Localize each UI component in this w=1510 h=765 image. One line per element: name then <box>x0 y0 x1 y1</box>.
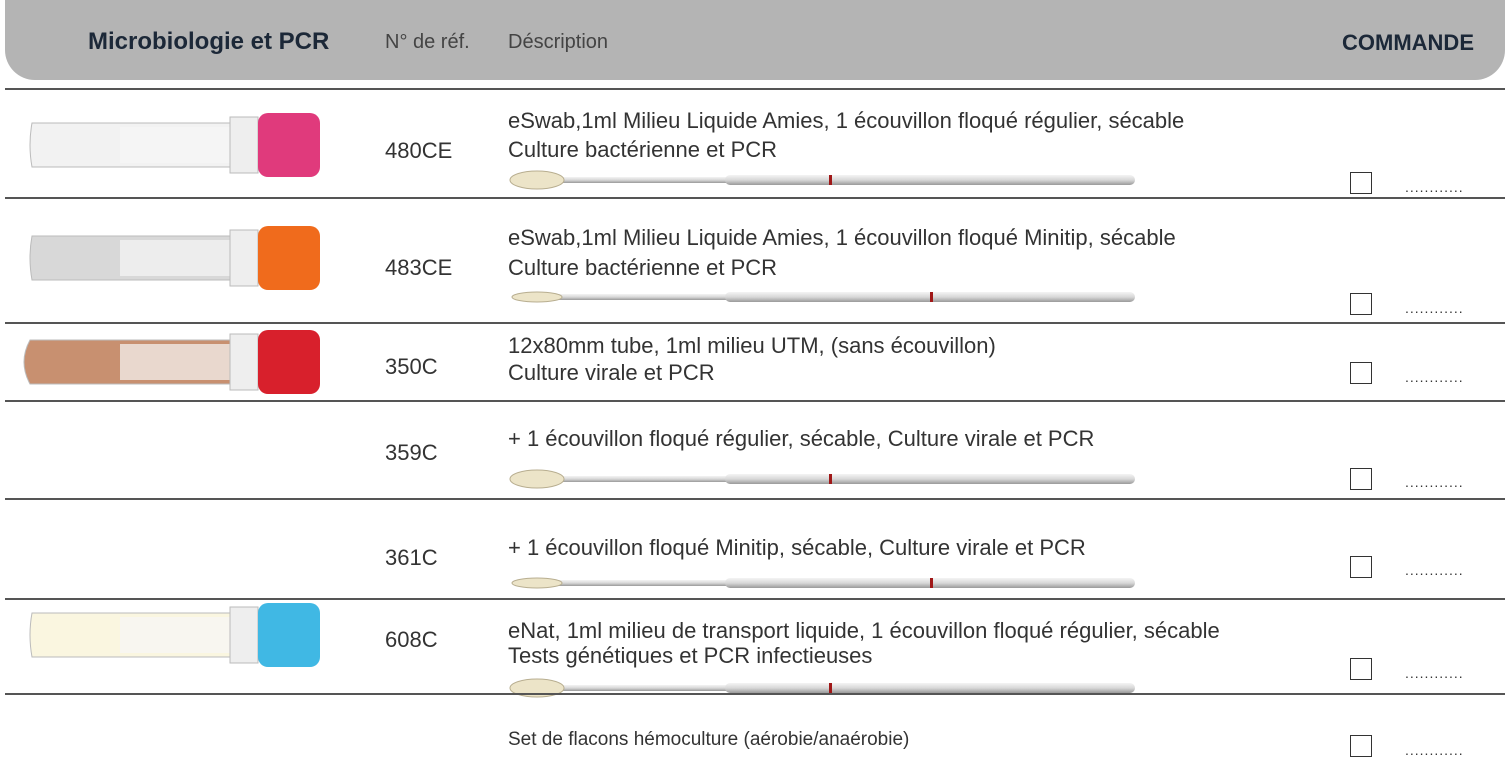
order-checkbox[interactable] <box>1350 468 1372 490</box>
order-checkbox[interactable] <box>1350 735 1372 757</box>
header-bar <box>5 0 1505 80</box>
row-separator <box>5 88 1505 90</box>
quantity-field[interactable]: ............ <box>1405 742 1464 758</box>
ref-header: N° de réf. <box>385 31 470 53</box>
quantity-field[interactable]: ............ <box>1405 179 1464 195</box>
tube-image <box>29 226 320 290</box>
ref-number: 361C <box>385 545 438 570</box>
description-line: + 1 écouvillon floqué Minitip, sécable, … <box>508 535 1086 560</box>
tube-image <box>29 113 320 177</box>
quantity-field[interactable]: ............ <box>1405 474 1464 490</box>
order-checkbox[interactable] <box>1350 556 1372 578</box>
description-header: Déscription <box>508 31 609 53</box>
description-line: eSwab,1ml Milieu Liquide Amies, 1 écouvi… <box>508 225 1176 250</box>
description-line: Culture bactérienne et PCR <box>508 137 778 162</box>
row-separator <box>5 400 1505 402</box>
quantity-field[interactable]: ............ <box>1405 665 1464 681</box>
description-line: Culture bactérienne et PCR <box>508 255 778 280</box>
order-header: COMMANDE <box>1342 30 1474 55</box>
order-checkbox[interactable] <box>1350 293 1372 315</box>
ref-number: 483CE <box>385 255 453 280</box>
ref-number: 608C <box>385 627 438 652</box>
swab-image <box>511 291 1135 303</box>
description-line: Culture virale et PCR <box>508 360 715 385</box>
order-checkbox[interactable] <box>1350 658 1372 680</box>
quantity-field[interactable]: ............ <box>1405 369 1464 385</box>
row-separator <box>5 322 1505 324</box>
swab-image <box>509 678 1135 698</box>
row-separator <box>5 598 1505 600</box>
description-line: Tests génétiques et PCR infectieuses <box>508 643 873 668</box>
ref-number: 359C <box>385 440 438 465</box>
description-line: eNat, 1ml milieu de transport liquide, 1… <box>508 618 1220 643</box>
tube-image <box>23 330 320 394</box>
swab-image <box>511 577 1135 589</box>
ref-number: 350C <box>385 354 438 379</box>
swab-image <box>509 469 1135 489</box>
tube-image <box>29 603 320 667</box>
order-checkbox[interactable] <box>1350 172 1372 194</box>
swab-image <box>509 170 1135 190</box>
row-separator <box>5 197 1505 199</box>
quantity-field[interactable]: ............ <box>1405 562 1464 578</box>
ref-number: 480CE <box>385 138 453 163</box>
description-line: Set de flacons hémoculture (aérobie/anaé… <box>508 729 910 750</box>
row-separator <box>5 693 1505 695</box>
description-line: 12x80mm tube, 1ml milieu UTM, (sans écou… <box>508 333 996 358</box>
row-separator <box>5 498 1505 500</box>
quantity-field[interactable]: ............ <box>1405 300 1464 316</box>
order-checkbox[interactable] <box>1350 362 1372 384</box>
description-line: eSwab,1ml Milieu Liquide Amies, 1 écouvi… <box>508 108 1185 133</box>
section-title: Microbiologie et PCR <box>88 28 330 55</box>
description-line: + 1 écouvillon floqué régulier, sécable,… <box>508 426 1095 451</box>
